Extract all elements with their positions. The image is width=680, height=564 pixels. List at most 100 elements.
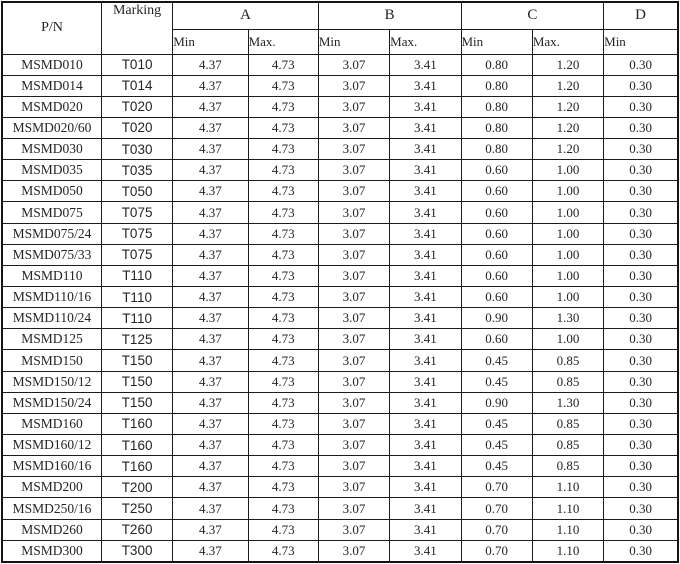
part-number-cell: MSMD150 xyxy=(1,349,102,372)
c-max-cell: 1.00 xyxy=(531,201,605,224)
b-max-cell: 3.41 xyxy=(389,95,462,118)
a-max-cell: 4.73 xyxy=(247,328,319,351)
a-min-cell: 4.37 xyxy=(172,180,249,203)
marking-cell: T010 xyxy=(100,53,174,76)
column-header-pn: P/N xyxy=(1,1,102,55)
a-min-cell: 4.37 xyxy=(172,349,249,372)
part-number-cell: MSMD160/12 xyxy=(1,434,102,457)
part-number-cell: MSMD110/16 xyxy=(1,286,102,309)
part-number-cell: MSMD050 xyxy=(1,180,102,203)
c-min-cell: 0.80 xyxy=(460,116,533,140)
part-number-cell: MSMD035 xyxy=(1,159,102,182)
table-row: MSMD160/12 T160 4.37 4.73 3.07 3.41 0.45… xyxy=(1,434,679,457)
a-max-cell: 4.73 xyxy=(247,539,319,563)
b-max-cell: 3.41 xyxy=(389,53,462,76)
b-min-cell: 3.07 xyxy=(317,116,391,140)
c-min-cell: 0.70 xyxy=(460,539,533,563)
table-body: MSMD010 T010 4.37 4.73 3.07 3.41 0.80 1.… xyxy=(1,53,679,563)
part-number-cell: MSMD200 xyxy=(1,476,102,499)
a-max-cell: 4.73 xyxy=(247,159,319,182)
a-min-cell: 4.37 xyxy=(172,222,249,245)
a-min-cell: 4.37 xyxy=(172,138,249,161)
c-max-cell: 1.10 xyxy=(531,539,605,563)
b-min-cell: 3.07 xyxy=(317,53,391,76)
c-min-cell: 0.60 xyxy=(460,222,533,245)
c-min-cell: 0.60 xyxy=(460,201,533,224)
b-max-cell: 3.41 xyxy=(389,455,462,478)
marking-cell: T110 xyxy=(100,286,174,309)
d-min-cell: 0.30 xyxy=(603,349,679,372)
d-min-cell: 0.30 xyxy=(603,95,679,118)
c-min-cell: 0.45 xyxy=(460,455,533,478)
c-max-cell: 1.00 xyxy=(531,286,605,309)
a-max-cell: 4.73 xyxy=(247,53,319,76)
b-min-cell: 3.07 xyxy=(317,74,391,97)
part-number-cell: MSMD250/16 xyxy=(1,497,102,520)
b-max-cell: 3.41 xyxy=(389,180,462,203)
marking-cell: T150 xyxy=(100,391,174,414)
marking-cell: T030 xyxy=(100,138,174,161)
a-min-cell: 4.37 xyxy=(172,307,249,330)
table-row: MSMD150 T150 4.37 4.73 3.07 3.41 0.45 0.… xyxy=(1,349,679,372)
b-max-cell: 3.41 xyxy=(389,201,462,224)
table-row: MSMD110/24 T110 4.37 4.73 3.07 3.41 0.90… xyxy=(1,307,679,330)
table-row: MSMD160 T160 4.37 4.73 3.07 3.41 0.45 0.… xyxy=(1,412,679,436)
c-max-cell: 0.85 xyxy=(531,370,605,393)
a-max-cell: 4.73 xyxy=(247,264,319,288)
part-number-cell: MSMD160/16 xyxy=(1,455,102,478)
table-row: MSMD300 T300 4.37 4.73 3.07 3.41 0.70 1.… xyxy=(1,539,679,563)
part-number-cell: MSMD150/24 xyxy=(1,391,102,414)
a-max-cell: 4.73 xyxy=(247,476,319,499)
a-max-cell: 4.73 xyxy=(247,180,319,203)
b-min-cell: 3.07 xyxy=(317,264,391,288)
marking-cell: T020 xyxy=(100,116,174,140)
marking-cell: T160 xyxy=(100,434,174,457)
b-max-cell: 3.41 xyxy=(389,391,462,414)
c-max-cell: 1.20 xyxy=(531,74,605,97)
column-header-a-max: Max. xyxy=(247,28,319,55)
b-min-cell: 3.07 xyxy=(317,95,391,118)
a-min-cell: 4.37 xyxy=(172,286,249,309)
b-min-cell: 3.07 xyxy=(317,222,391,245)
part-number-cell: MSMD020 xyxy=(1,95,102,118)
b-min-cell: 3.07 xyxy=(317,391,391,414)
b-max-cell: 3.41 xyxy=(389,370,462,393)
marking-cell: T200 xyxy=(100,476,174,499)
b-min-cell: 3.07 xyxy=(317,243,391,266)
header-subrow: Min Max. Min Max. Min Max. Min xyxy=(2,28,679,55)
column-group-d: D xyxy=(603,1,679,30)
a-min-cell: 4.37 xyxy=(172,95,249,118)
b-max-cell: 3.41 xyxy=(389,434,462,457)
d-min-cell: 0.30 xyxy=(603,264,679,288)
c-min-cell: 0.45 xyxy=(460,412,533,436)
b-max-cell: 3.41 xyxy=(389,138,462,161)
d-min-cell: 0.30 xyxy=(603,159,679,182)
c-max-cell: 0.85 xyxy=(531,412,605,436)
marking-cell: T300 xyxy=(100,539,174,563)
a-min-cell: 4.37 xyxy=(172,497,249,520)
c-min-cell: 0.60 xyxy=(460,264,533,288)
a-min-cell: 4.37 xyxy=(172,455,249,478)
a-max-cell: 4.73 xyxy=(247,497,319,520)
c-min-cell: 0.45 xyxy=(460,349,533,372)
c-max-cell: 1.20 xyxy=(531,95,605,118)
part-number-cell: MSMD150/12 xyxy=(1,370,102,393)
b-max-cell: 3.41 xyxy=(389,264,462,288)
c-max-cell: 1.30 xyxy=(531,391,605,414)
table-row: MSMD200 T200 4.37 4.73 3.07 3.41 0.70 1.… xyxy=(1,476,679,499)
b-min-cell: 3.07 xyxy=(317,412,391,436)
b-min-cell: 3.07 xyxy=(317,539,391,563)
a-min-cell: 4.37 xyxy=(172,412,249,436)
b-max-cell: 3.41 xyxy=(389,74,462,97)
d-min-cell: 0.30 xyxy=(603,539,679,563)
marking-cell: T125 xyxy=(100,328,174,351)
b-min-cell: 3.07 xyxy=(317,138,391,161)
column-header-b-max: Max. xyxy=(389,28,462,55)
b-min-cell: 3.07 xyxy=(317,349,391,372)
b-min-cell: 3.07 xyxy=(317,328,391,351)
b-max-cell: 3.41 xyxy=(389,518,462,541)
a-max-cell: 4.73 xyxy=(247,518,319,541)
b-min-cell: 3.07 xyxy=(317,455,391,478)
d-min-cell: 0.30 xyxy=(603,518,679,541)
c-max-cell: 0.85 xyxy=(531,434,605,457)
